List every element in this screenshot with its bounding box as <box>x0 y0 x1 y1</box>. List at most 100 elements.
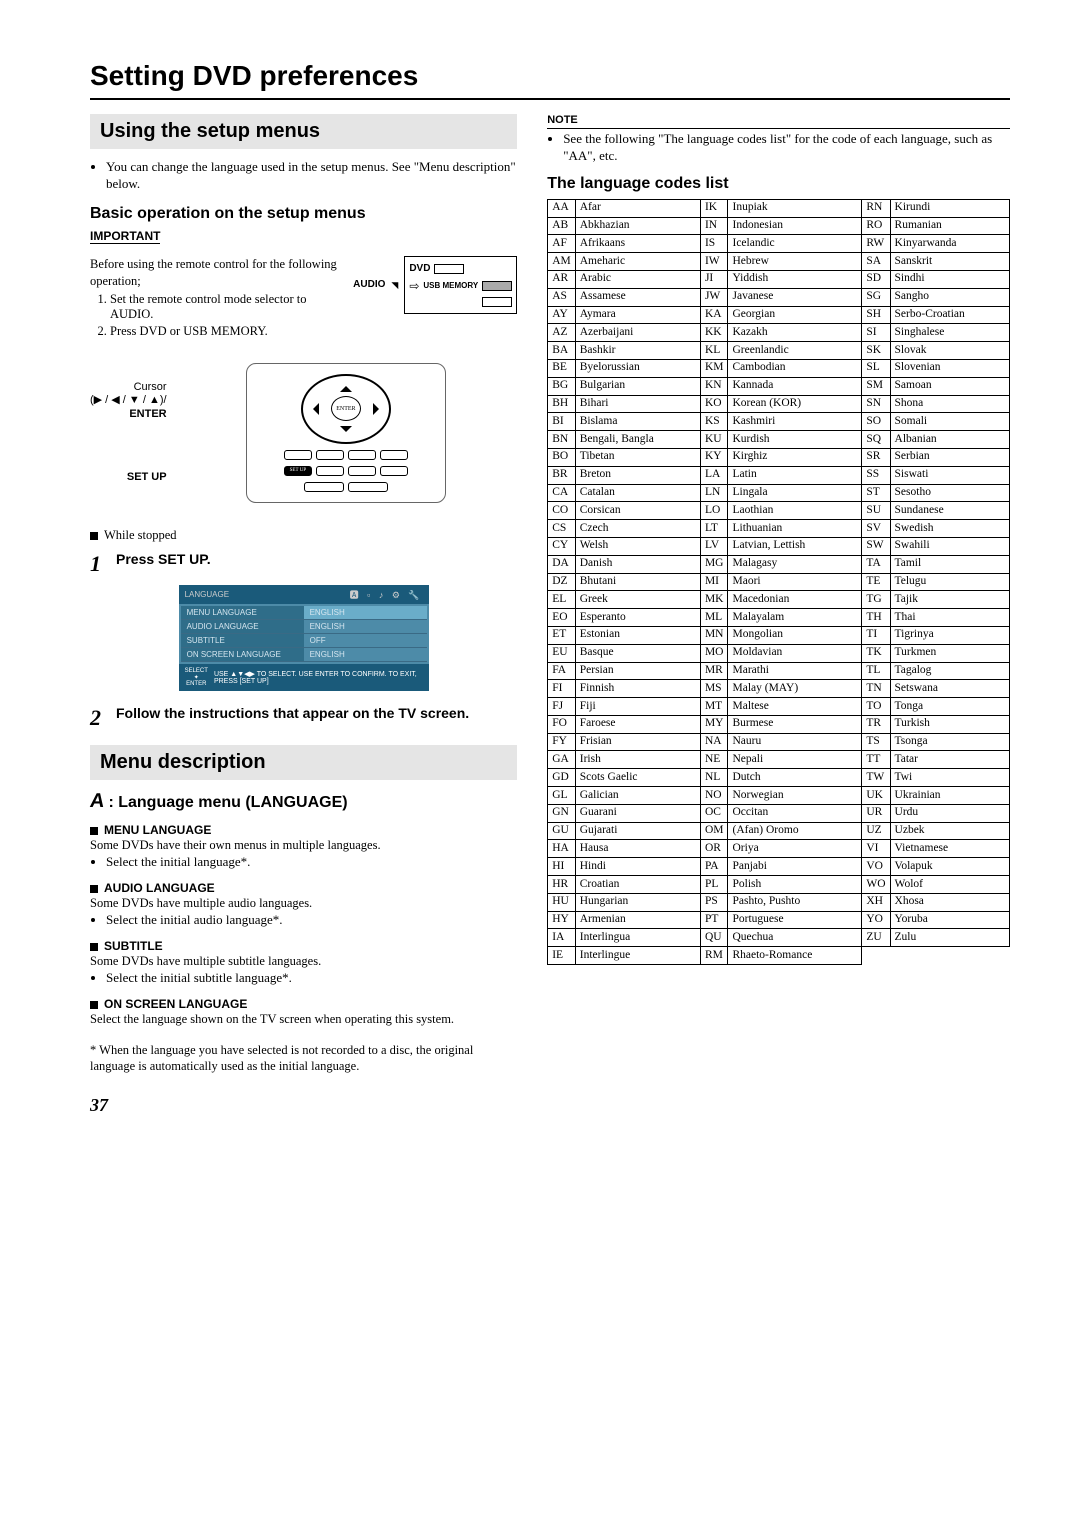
lang-name: Irish <box>575 751 700 769</box>
lang-code: UZ <box>862 822 890 840</box>
lang-code: BG <box>548 377 576 395</box>
table-row: AMAmeharicIWHebrewSASanskrit <box>548 253 1010 271</box>
important-step: Press DVD or USB MEMORY. <box>110 324 343 339</box>
table-row: FYFrisianNANauruTSTsonga <box>548 733 1010 751</box>
lang-name: Assamese <box>575 288 700 306</box>
lang-code: MY <box>700 715 728 733</box>
lang-code: MR <box>700 662 728 680</box>
step-2-number: 2 <box>90 705 110 731</box>
table-row: HUHungarianPSPashto, PushtoXHXhosa <box>548 893 1010 911</box>
lang-code: HY <box>548 911 576 929</box>
table-row: GDScots GaelicNLDutchTWTwi <box>548 769 1010 787</box>
lang-code: FY <box>548 733 576 751</box>
lang-code: SK <box>862 342 890 360</box>
lang-name: Javanese <box>728 288 862 306</box>
lang-name: Telugu <box>890 573 1009 591</box>
lang-code: NO <box>700 787 728 805</box>
lang-code: NL <box>700 769 728 787</box>
lang-name: Gujarati <box>575 822 700 840</box>
section-menu-description: Menu description <box>90 745 517 780</box>
lang-name: Kinyarwanda <box>890 235 1009 253</box>
lang-name: Uzbek <box>890 822 1009 840</box>
lang-name: Maltese <box>728 698 862 716</box>
section-using-setup-menus: Using the setup menus <box>90 114 517 149</box>
lang-name: Vietnamese <box>890 840 1009 858</box>
lang-code: KY <box>700 448 728 466</box>
table-row: BEByelorussianKMCambodianSLSlovenian <box>548 359 1010 377</box>
lang-code: IE <box>548 947 576 965</box>
lang-code: KN <box>700 377 728 395</box>
menu-item-head: ON SCREEN LANGUAGE <box>90 997 517 1011</box>
menu-item-sub: Select the initial language*. <box>106 854 517 871</box>
table-row: DZBhutaniMIMaoriTETelugu <box>548 573 1010 591</box>
lang-code: GL <box>548 787 576 805</box>
lang-code: JW <box>700 288 728 306</box>
lang-code: SI <box>862 324 890 342</box>
lang-code: RW <box>862 235 890 253</box>
lang-name: Guarani <box>575 804 700 822</box>
lang-code: ST <box>862 484 890 502</box>
table-row: GLGalicianNONorwegianUKUkrainian <box>548 787 1010 805</box>
menu-item-head: SUBTITLE <box>90 939 517 953</box>
note-text: See the following "The language codes li… <box>563 131 1010 165</box>
lang-name: Georgian <box>728 306 862 324</box>
table-row: BHBihariKOKorean (KOR)SNShona <box>548 395 1010 413</box>
lang-name: Moldavian <box>728 644 862 662</box>
osd-row: ON SCREEN LANGUAGEENGLISH <box>181 648 427 662</box>
osd-cell-value: ENGLISH <box>304 620 427 633</box>
table-row: CSCzechLTLithuanianSVSwedish <box>548 520 1010 538</box>
enter-button-icon: ENTER <box>331 396 361 421</box>
lang-name: Volapuk <box>890 858 1009 876</box>
lang-name: Galician <box>575 787 700 805</box>
footnote-text: * When the language you have selected is… <box>90 1042 517 1076</box>
lang-name: Hindi <box>575 858 700 876</box>
lang-name: Bihari <box>575 395 700 413</box>
menu-item-text: Some DVDs have their own menus in multip… <box>90 837 517 854</box>
table-row: AZAzerbaijaniKKKazakhSISinghalese <box>548 324 1010 342</box>
lang-code: NA <box>700 733 728 751</box>
lang-code: SU <box>862 502 890 520</box>
osd-footer-text: USE ▲▼◀▶ TO SELECT. USE ENTER TO CONFIRM… <box>214 670 423 685</box>
lang-name: Nauru <box>728 733 862 751</box>
lang-name: Basque <box>575 644 700 662</box>
lang-code: MI <box>700 573 728 591</box>
menu-item-text: Some DVDs have multiple subtitle languag… <box>90 953 517 970</box>
lang-code: CS <box>548 520 576 538</box>
setup-button-icon: SET UP <box>284 466 312 476</box>
table-row: CYWelshLVLatvian, LettishSWSwahili <box>548 537 1010 555</box>
lang-name: Icelandic <box>728 235 862 253</box>
osd-row: MENU LANGUAGEENGLISH <box>181 606 427 620</box>
lang-name: Malay (MAY) <box>728 680 862 698</box>
lang-name: Bhutani <box>575 573 700 591</box>
lang-name: Marathi <box>728 662 862 680</box>
lang-code: RO <box>862 217 890 235</box>
step-1-text: Press SET UP. <box>116 551 211 567</box>
lang-name: Ameharic <box>575 253 700 271</box>
lang-code: AB <box>548 217 576 235</box>
lang-name: Latin <box>728 466 862 484</box>
lang-code: SN <box>862 395 890 413</box>
lang-code: EO <box>548 609 576 627</box>
important-step: Set the remote control mode selector to … <box>110 292 343 322</box>
lang-name: Interlingua <box>575 929 700 947</box>
lang-name: Corsican <box>575 502 700 520</box>
menu-item-text: Some DVDs have multiple audio languages. <box>90 895 517 912</box>
cursor-pad-icon: ENTER <box>301 374 391 444</box>
lang-code: SW <box>862 537 890 555</box>
page-number: 37 <box>90 1095 517 1116</box>
lang-code: KO <box>700 395 728 413</box>
lang-name: Inupiak <box>728 199 862 217</box>
lang-name: Nepali <box>728 751 862 769</box>
lang-code: TI <box>862 626 890 644</box>
lang-name: Kashmiri <box>728 413 862 431</box>
osd-screenshot: LANGUAGE🅰 ▫ ♪ ⚙ 🔧 MENU LANGUAGEENGLISHAU… <box>179 585 429 691</box>
lang-name: Rhaeto-Romance <box>728 947 862 965</box>
table-row: AFAfrikaansISIcelandicRWKinyarwanda <box>548 235 1010 253</box>
lang-name: Danish <box>575 555 700 573</box>
lang-code: IS <box>700 235 728 253</box>
lang-name: Hebrew <box>728 253 862 271</box>
lang-code: OR <box>700 840 728 858</box>
lang-name: Oriya <box>728 840 862 858</box>
lang-name: Czech <box>575 520 700 538</box>
lang-name: Thai <box>890 609 1009 627</box>
